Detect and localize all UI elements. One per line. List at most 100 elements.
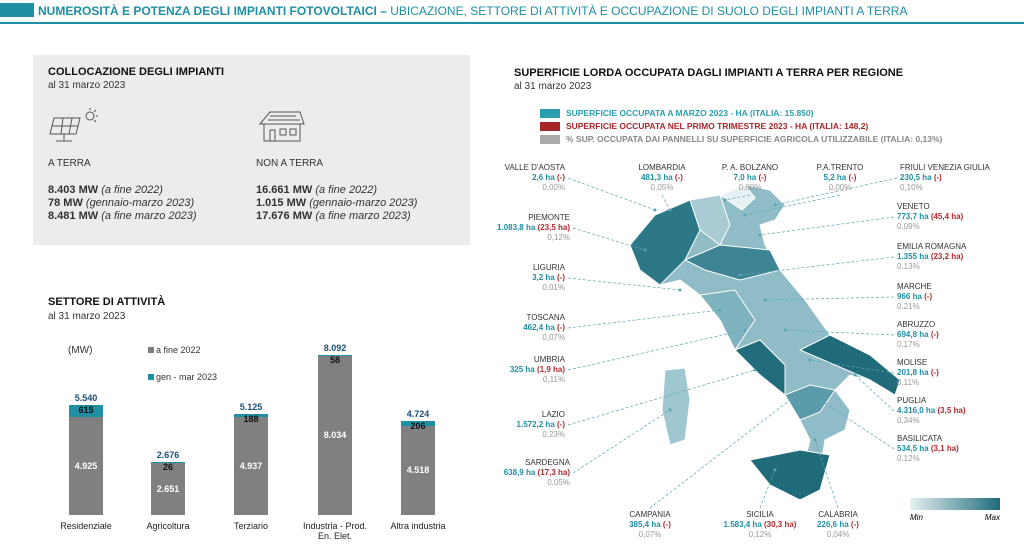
region-label: SICILIA 1.583,4 ha (30,3 ha) 0,12% [710, 510, 810, 540]
leader-dot [813, 438, 817, 442]
region-area: 1.355 ha [897, 252, 929, 261]
legend-label: % SUP. OCCUPATA DAI PANNELLI SU SUPERFIC… [566, 134, 943, 144]
region-share: 0,11% [897, 378, 920, 387]
leader-dot [678, 288, 682, 292]
map: Min Max [567, 177, 1001, 522]
x-tick-label: Terziario [233, 521, 268, 531]
region-label: LAZIO 1.572,2 ha (-) 0,23% [517, 410, 565, 440]
leader-dot [643, 248, 647, 252]
region-share: 0,01% [542, 283, 565, 292]
region-area: 481,3 ha [641, 173, 673, 182]
region-label: MOLISE 201,8 ha (-) 0,11% [897, 358, 939, 388]
value-label: 4.925 [74, 461, 98, 472]
leader-line [649, 399, 791, 509]
sector-title: SETTORE DI ATTIVITÀ [48, 296, 166, 308]
leader-line [572, 227, 646, 251]
header-text: NUMEROSITÀ E POTENZA DEGLI IMPIANTI FOTO… [38, 4, 907, 18]
region-share: 0,10% [900, 183, 923, 192]
header-subtitle: UBICAZIONE, SETTORE DI ATTIVITÀ E OCCUPA… [390, 4, 908, 18]
map-title: SUPERFICIE LORDA OCCUPATA DAGLI IMPIANTI… [514, 67, 904, 79]
region-change: (-) [930, 330, 939, 339]
region-values: 462,4 ha (-) [523, 323, 565, 333]
region-area: 7,0 ha [733, 173, 757, 182]
map-date: al 31 marzo 2023 [514, 81, 592, 92]
region-shape [689, 194, 731, 246]
map-legend-item: SUPERFICIE OCCUPATA A MARZO 2023 - HA (I… [540, 108, 813, 119]
leader-line [764, 296, 895, 301]
region-name: LAZIO [541, 410, 565, 419]
region-change: (-) [662, 520, 671, 529]
region-share: 0,09% [897, 222, 920, 231]
region-share: 0,00% [542, 183, 565, 192]
region-name: SARDEGNA [525, 458, 570, 467]
leader-dot [723, 198, 727, 202]
region-label: CALABRIA 226,6 ha (-) 0,04% [788, 510, 888, 540]
region-area: 5,2 ha [823, 173, 847, 182]
line-note: (gennaio-marzo 2023) [85, 197, 195, 209]
leader-dot [753, 368, 757, 372]
region-name: FRIULI VENEZIA GIULIA [900, 163, 990, 172]
map-legend-item: % SUP. OCCUPATA DAI PANNELLI SU SUPERFIC… [540, 134, 943, 145]
region-values: 1.355 ha (23,2 ha) [897, 252, 966, 262]
bar-segment [151, 461, 185, 463]
region-share: 0,12% [897, 454, 920, 463]
region-share: 0,21% [897, 302, 920, 311]
region-values: 201,8 ha (-) [897, 368, 939, 378]
x-tick-label: Industria - Prod. En. Elet. [302, 521, 368, 541]
region-values: 1.583,4 ha (30,3 ha) [710, 520, 810, 530]
value-label: 58 [329, 354, 340, 365]
region-name: PIEMONTE [528, 213, 570, 222]
region-label: CAMPANIA 385,4 ha (-) 0,07% [600, 510, 700, 540]
leader-dot [773, 203, 777, 207]
leader-line [724, 194, 751, 201]
x-tick-label: Agricoltura [146, 521, 190, 531]
region-values: 638,9 ha (17,3 ha) [504, 468, 570, 478]
leader-dot [763, 298, 767, 302]
region-label: VALLE D'AOSTA 2,6 ha (-) 0,00% [505, 163, 565, 193]
region-label: UMBRIA 325 ha (1,9 ha) 0,11% [510, 355, 565, 385]
region-change: (17,3 ha) [537, 468, 570, 477]
line-note: (a fine 2022) [101, 184, 163, 196]
region-values: 1.083,8 ha (23,5 ha) [497, 223, 570, 233]
region-area: 966 ha [897, 292, 922, 301]
x-tick-label: Altra industria [390, 521, 446, 531]
leader-dot [668, 208, 672, 212]
leader-dot [668, 408, 672, 412]
line-note: (a fine 2022) [315, 184, 378, 196]
region-change: (-) [557, 420, 565, 429]
group-line: 8.403 MW (a fine 2022) [48, 184, 163, 197]
line-value: 16.661 MW [256, 184, 313, 196]
leader-line [661, 194, 671, 211]
leader-line [567, 329, 746, 371]
leader-line [774, 177, 898, 206]
region-values: 5,2 ha (-) [790, 173, 890, 183]
leader-line [784, 329, 895, 336]
region-label: VENETO 773,7 ha (45,4 ha) 0,09% [897, 202, 963, 232]
leader-line [854, 374, 895, 412]
region-label: ABRUZZO 694,8 ha (-) 0,17% [897, 320, 939, 350]
region-label: MARCHE 966 ha (-) 0,21% [897, 282, 932, 312]
region-shape [798, 334, 901, 396]
leader-line [739, 256, 895, 276]
region-change: (23,2 ha) [930, 252, 964, 261]
unit-label: (MW) [68, 345, 93, 356]
region-share: 0,05% [650, 183, 674, 192]
region-share: 0,04% [826, 530, 850, 539]
line-value: 78 MW [48, 197, 83, 209]
region-name: MOLISE [897, 358, 928, 367]
bar-segment [401, 425, 435, 515]
region-share: 0,12% [547, 233, 570, 242]
leader-line [567, 309, 721, 329]
region-change: (-) [924, 292, 933, 301]
region-values: 385,4 ha (-) [600, 520, 700, 530]
line-value: 1.015 MW [256, 197, 307, 209]
region-name: EMILIA ROMAGNA [897, 242, 967, 251]
leader-line [572, 409, 671, 474]
region-label: TOSCANA 462,4 ha (-) 0,07% [523, 313, 565, 343]
region-values: 226,6 ha (-) [788, 520, 888, 530]
region-change: (3,1 ha) [930, 444, 959, 453]
leader-dot [653, 208, 657, 212]
region-name: ABRUZZO [897, 320, 936, 329]
region-label: P. A. BOLZANO 7,0 ha (-) 0,00% [700, 163, 800, 193]
leader-dot [788, 398, 792, 402]
